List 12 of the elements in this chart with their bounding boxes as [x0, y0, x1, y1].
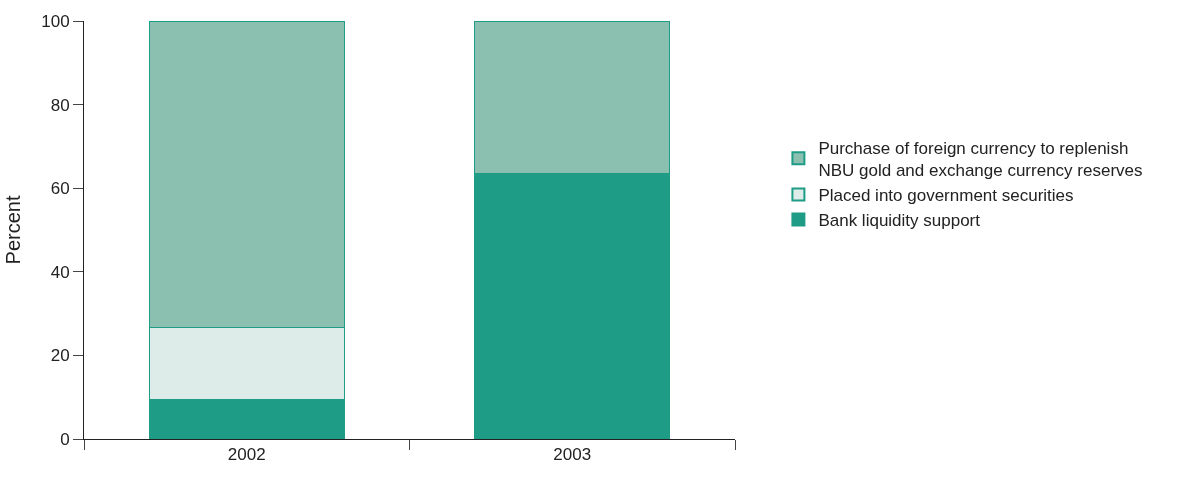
- legend-label: Purchase of foreign currency to replenish NBU gold and exchange currency reserves: [818, 138, 1143, 180]
- y-axis-title: Percent: [1, 195, 24, 265]
- legend-label: Placed into government securities: [818, 186, 1074, 206]
- x-tick-label: 2003: [553, 445, 592, 465]
- y-tick-label: 40: [50, 262, 70, 282]
- legend-label: Bank liquidity support: [818, 211, 981, 231]
- y-tick-label: 80: [50, 95, 70, 115]
- y-tick-label: 20: [50, 346, 70, 366]
- x-tick-label: 2002: [227, 445, 266, 465]
- y-tick-label: 0: [60, 429, 70, 449]
- y-tick-label: 60: [50, 179, 70, 199]
- y-tick-label: 100: [41, 11, 70, 31]
